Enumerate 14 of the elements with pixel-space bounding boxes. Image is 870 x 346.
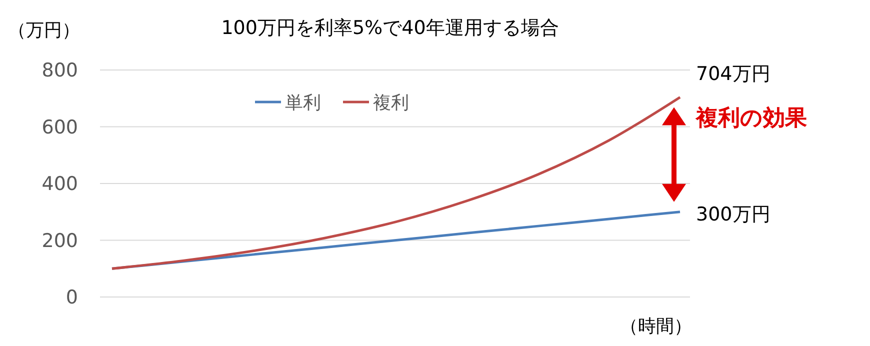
text: 704万円 bbox=[696, 62, 770, 85]
y-tick-label: 600 bbox=[42, 116, 78, 138]
text: 複利の効果 bbox=[695, 106, 808, 131]
y-axis-title: （万円） bbox=[8, 20, 80, 41]
y-tick-label: 0 bbox=[66, 286, 78, 309]
legend-label: 単利 bbox=[285, 92, 321, 114]
y-tick-label: 400 bbox=[42, 173, 78, 196]
chart-title: 100万円を利率5%で40年運用する場合 bbox=[221, 17, 559, 39]
text: 300万円 bbox=[696, 204, 770, 226]
x-axis-title: （時間） bbox=[620, 316, 692, 337]
line-series bbox=[110, 96, 682, 270]
y-tick-label: 800 bbox=[42, 60, 78, 82]
legend-label: 複利 bbox=[373, 92, 409, 114]
y-tick-label: 200 bbox=[42, 230, 78, 252]
